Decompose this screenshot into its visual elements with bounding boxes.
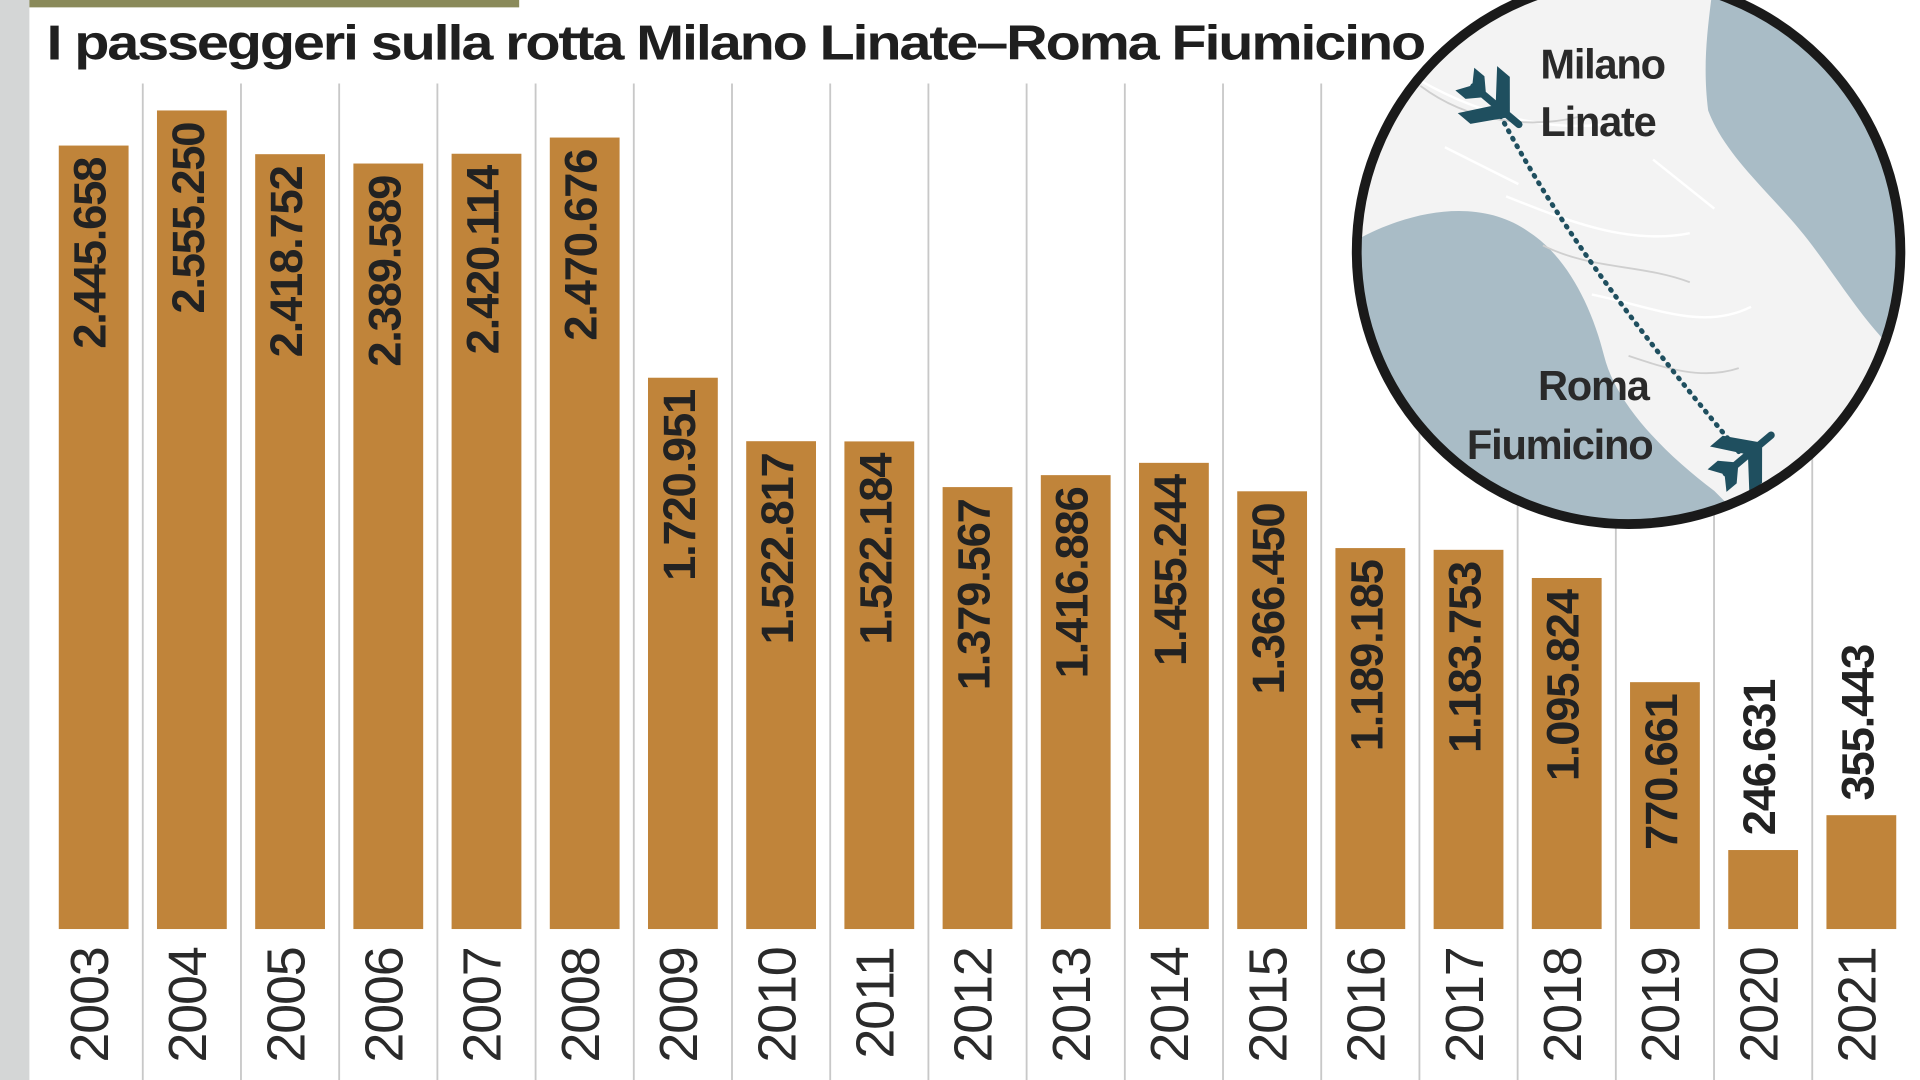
map-label: Fiumicino: [1467, 421, 1652, 468]
bar: [1728, 850, 1799, 930]
bar: [942, 487, 1013, 930]
value-label: 246.631: [1734, 680, 1785, 836]
value-label: 1.095.824: [1538, 589, 1589, 781]
value-label: 2.445.658: [65, 158, 116, 349]
value-label: 1.720.951: [654, 390, 705, 581]
bar: [156, 110, 227, 930]
route: [1493, 105, 1742, 455]
x-tick-label: 2021: [1828, 947, 1888, 1062]
x-tick-label: 2015: [1238, 947, 1298, 1062]
value-label: 1.183.753: [1440, 562, 1491, 753]
bar: [1826, 815, 1897, 930]
bar: [1139, 462, 1209, 930]
x-tick-label: 2016: [1337, 947, 1397, 1062]
top-strip: [29, 0, 520, 8]
bar: [1335, 548, 1406, 930]
value-label: 355.443: [1832, 645, 1883, 801]
bar: [353, 163, 424, 930]
map-frame: [1351, 0, 1906, 529]
value-label: 1.522.184: [850, 453, 901, 645]
map-label: Milano: [1540, 40, 1664, 87]
bars: 2.445.658 2003 2.555.250 2004 2.418.752 2005 2…: [58, 110, 1897, 1063]
bar: [58, 145, 129, 930]
value-label: 2.389.589: [359, 176, 410, 367]
value-label: 2.470.676: [556, 150, 607, 341]
bar: [746, 441, 816, 930]
x-tick-label: 2010: [747, 947, 807, 1062]
value-label: 1.522.817: [752, 453, 803, 644]
x-tick-label: 2020: [1729, 947, 1789, 1062]
bar: [648, 377, 718, 930]
x-tick-label: 2017: [1435, 947, 1495, 1062]
x-tick-label: 2008: [551, 947, 611, 1062]
x-tick-label: 2009: [649, 947, 709, 1062]
x-tick-label: 2006: [355, 947, 415, 1062]
x-tick-label: 2007: [453, 947, 513, 1062]
map-label: Roma: [1538, 362, 1651, 409]
plane-roma: [1707, 431, 1775, 494]
value-label: 2.555.250: [163, 123, 214, 314]
left-edge: [0, 0, 30, 1080]
x-tick-label: 2005: [256, 947, 316, 1062]
bar: [451, 153, 522, 930]
plane-milano: [1455, 66, 1523, 129]
bar: [255, 154, 325, 930]
separators: [141, 83, 1814, 1080]
x-tick-label: 2019: [1631, 947, 1691, 1062]
value-label: 2.418.752: [261, 166, 312, 357]
bar: [1237, 491, 1308, 930]
x-tick-label: 2013: [1042, 947, 1102, 1062]
bar: [1040, 475, 1111, 930]
value-label: 1.455.244: [1145, 474, 1196, 666]
value-label: 770.661: [1636, 694, 1687, 850]
x-tick-label: 2018: [1533, 947, 1593, 1062]
bar: [1531, 577, 1602, 930]
chart-title: I passeggeri sulla rotta Milano Linate–R…: [47, 17, 1426, 71]
value-label: 1.379.567: [949, 499, 1000, 690]
x-tick-label: 2004: [158, 947, 218, 1062]
bar: [1630, 682, 1700, 930]
value-label: 2.420.114: [458, 165, 509, 354]
x-tick-label: 2003: [60, 947, 120, 1062]
map-label: Linate: [1540, 98, 1655, 145]
bar: [1433, 549, 1504, 930]
regions: [1419, 85, 1740, 375]
x-tick-label: 2014: [1140, 947, 1200, 1062]
value-label: 1.416.886: [1047, 487, 1098, 678]
bar: [549, 137, 620, 930]
value-label: 1.189.185: [1341, 560, 1392, 751]
x-tick-label: 2012: [944, 947, 1004, 1062]
x-tick-label: 2011: [846, 947, 906, 1058]
value-label: 1.366.450: [1243, 504, 1294, 695]
bar: [844, 441, 915, 930]
